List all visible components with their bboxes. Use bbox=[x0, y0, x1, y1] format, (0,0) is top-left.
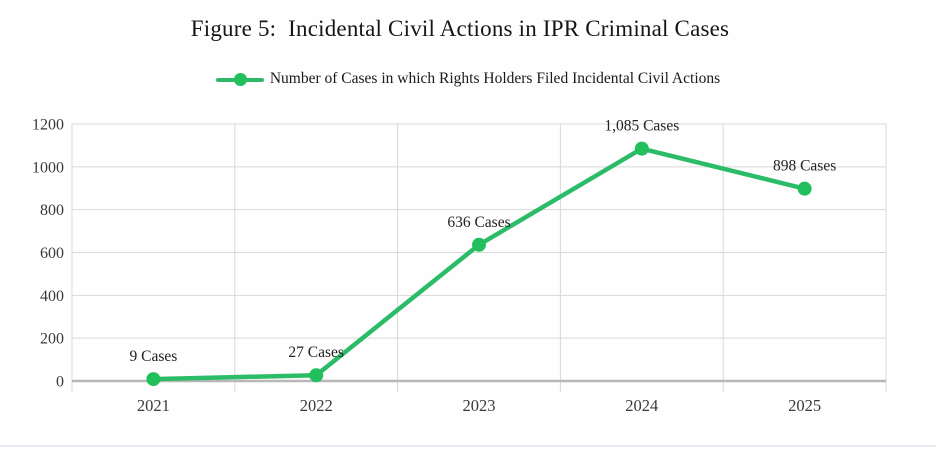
data-point bbox=[309, 368, 324, 383]
series-line bbox=[151, 146, 807, 382]
chart-legend: Number of Cases in which Rights Holders … bbox=[0, 70, 936, 88]
x-tick-label: 2025 bbox=[788, 396, 821, 415]
y-tick-label: 0 bbox=[56, 374, 64, 391]
data-label: 9 Cases bbox=[130, 348, 178, 365]
x-tick-label: 2021 bbox=[137, 396, 170, 415]
y-tick-label: 1200 bbox=[32, 117, 64, 134]
x-tick-label: 2023 bbox=[463, 396, 496, 415]
data-label: 636 Cases bbox=[447, 214, 510, 231]
figure-title: Figure 5: Incidental Civil Actions in IP… bbox=[190, 16, 730, 41]
bottom-divider bbox=[0, 445, 936, 447]
x-tick-label: 2024 bbox=[625, 396, 658, 415]
data-label: 27 Cases bbox=[288, 344, 344, 361]
x-tick-label: 2022 bbox=[300, 396, 333, 415]
data-point bbox=[472, 237, 486, 252]
y-tick-label: 800 bbox=[40, 202, 64, 219]
data-label: 1,085 Cases bbox=[604, 118, 679, 135]
legend-dot-swatch bbox=[233, 72, 247, 86]
data-label: 898 Cases bbox=[773, 158, 836, 175]
line-marker-icon bbox=[215, 72, 264, 86]
y-tick-label: 1000 bbox=[32, 159, 64, 176]
y-tick-label: 200 bbox=[40, 331, 64, 348]
y-tick-label: 600 bbox=[40, 245, 64, 262]
data-point bbox=[634, 141, 649, 156]
legend-label: Number of Cases in which Rights Holders … bbox=[269, 70, 721, 87]
data-point bbox=[797, 181, 812, 196]
data-point bbox=[146, 372, 161, 387]
y-tick-label: 400 bbox=[40, 288, 64, 305]
